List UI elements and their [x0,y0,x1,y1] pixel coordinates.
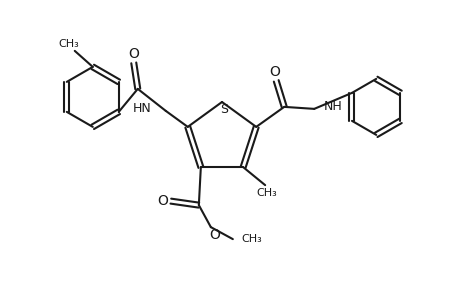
Text: CH₃: CH₃ [256,188,277,198]
Text: NH: NH [324,100,342,113]
Text: CH₃: CH₃ [58,39,79,49]
Text: CH₃: CH₃ [241,234,262,244]
Text: O: O [157,194,168,208]
Text: O: O [128,47,139,61]
Text: O: O [209,228,220,242]
Text: HN: HN [133,102,151,116]
Text: O: O [268,65,279,79]
Text: S: S [219,103,228,116]
